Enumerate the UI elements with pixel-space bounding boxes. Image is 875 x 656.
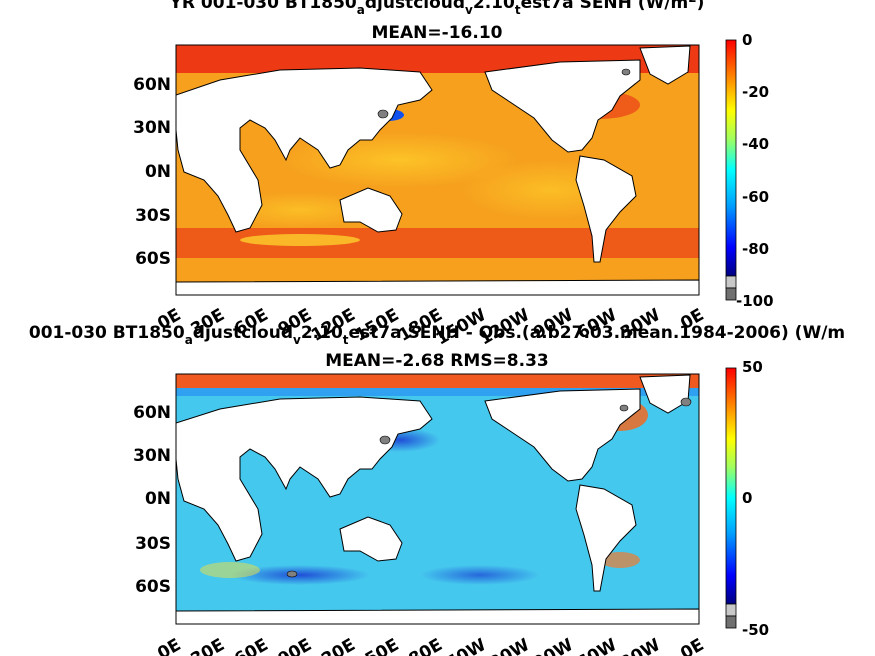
panel-1-title: YR 001-030 BT1850adjustcloudv2.10test7a …: [169, 0, 705, 17]
colorbar-tick: -60: [742, 188, 769, 206]
colorbar-gradient: [725, 39, 737, 277]
lon-tick: 0E: [677, 635, 707, 656]
lon-tick: 30E: [188, 635, 229, 656]
lat-tick: 60S: [135, 577, 171, 597]
lon-tick: 180E: [395, 635, 446, 656]
lat-tick: 30N: [133, 118, 171, 138]
lat-tick: 30S: [135, 206, 171, 226]
lon-tick: 0E: [154, 635, 184, 656]
lat-tick: 0N: [145, 162, 171, 182]
lon-tick: 60E: [231, 635, 272, 656]
colorbar-tick: 0: [742, 489, 752, 507]
colorbar-tick: 50: [742, 358, 763, 376]
panel-2-colorbar: 50 0 -50: [725, 358, 769, 639]
colorbar-tick: -20: [742, 83, 769, 101]
lat-tick: 60N: [133, 403, 171, 423]
colorbar-gradient: [725, 367, 737, 605]
panel-1-map: [176, 45, 699, 295]
panel-2-lon-ticks: 0E30E60E90E120E150E180E150W120W90W60W30W…: [154, 635, 707, 656]
lon-tick: 30W: [617, 635, 664, 656]
panel-2-title: 001-030 BT1850adjustcloudv2.10test7a SEN…: [29, 323, 845, 347]
panel-2-stats: MEAN=-2.68 RMS=8.33: [325, 351, 549, 371]
lon-tick: 90E: [275, 635, 316, 656]
lat-tick: 30N: [133, 446, 171, 466]
lat-tick: 60N: [133, 75, 171, 95]
lon-tick: 120E: [308, 635, 359, 656]
panel-2-map: [176, 374, 699, 624]
colorbar-tick: -50: [742, 621, 769, 639]
panel-2-lat-ticks: 60N 30N 0N 30S 60S: [133, 403, 171, 597]
lon-tick: 150E: [352, 635, 403, 656]
panel-2: 001-030 BT1850adjustcloudv2.10test7a SEN…: [29, 323, 845, 656]
panel-1-frame: [175, 44, 700, 296]
lat-tick: 0N: [145, 489, 171, 509]
panel-1-lat-ticks: 60N 30N 0N 30S 60S: [133, 75, 171, 269]
colorbar-tick: 0: [742, 31, 752, 49]
lat-tick: 30S: [135, 534, 171, 554]
lon-tick: 60W: [574, 635, 621, 656]
panel-1-mean: MEAN=-16.10: [372, 23, 503, 43]
panel-1: YR 001-030 BT1850adjustcloudv2.10test7a …: [133, 0, 773, 349]
lat-tick: 60S: [135, 249, 171, 269]
colorbar-tick: -100: [736, 292, 774, 310]
panel-2-frame: [175, 373, 700, 625]
panel-1-colorbar: 0 -20 -40 -60 -80 -100: [725, 31, 774, 310]
colorbar-tick: -80: [742, 240, 769, 258]
colorbar-tick: -40: [742, 135, 769, 153]
lon-tick: 90W: [530, 635, 577, 656]
